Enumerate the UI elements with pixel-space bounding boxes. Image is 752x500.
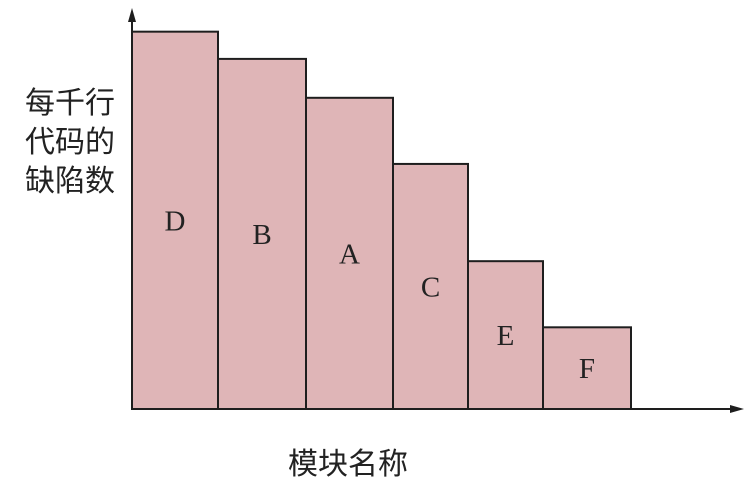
x-axis-arrow: [730, 405, 744, 413]
bar-b: [217, 57, 307, 411]
y-axis-label: 每千行 代码的 缺陷数: [25, 86, 115, 199]
bar-f: [542, 326, 632, 410]
bar-label-a: A: [339, 238, 360, 270]
bar-label-e: E: [497, 320, 515, 352]
y-axis-label-line-2: 代码的: [25, 125, 115, 160]
bar-label-d: D: [165, 205, 186, 237]
axes-group: [128, 8, 744, 413]
y-axis-label-line-3: 缺陷数: [25, 164, 115, 199]
bars-group: D B A C E F: [131, 30, 632, 411]
bar-label-f: F: [579, 353, 595, 385]
bar-label-b: B: [252, 219, 271, 251]
y-axis-label-line-1: 每千行: [25, 86, 115, 121]
x-axis-label: 模块名称: [288, 447, 408, 482]
bar-d: [131, 30, 219, 410]
bar-a: [305, 96, 394, 411]
y-axis-arrow: [128, 8, 136, 22]
bar-label-c: C: [421, 271, 440, 303]
